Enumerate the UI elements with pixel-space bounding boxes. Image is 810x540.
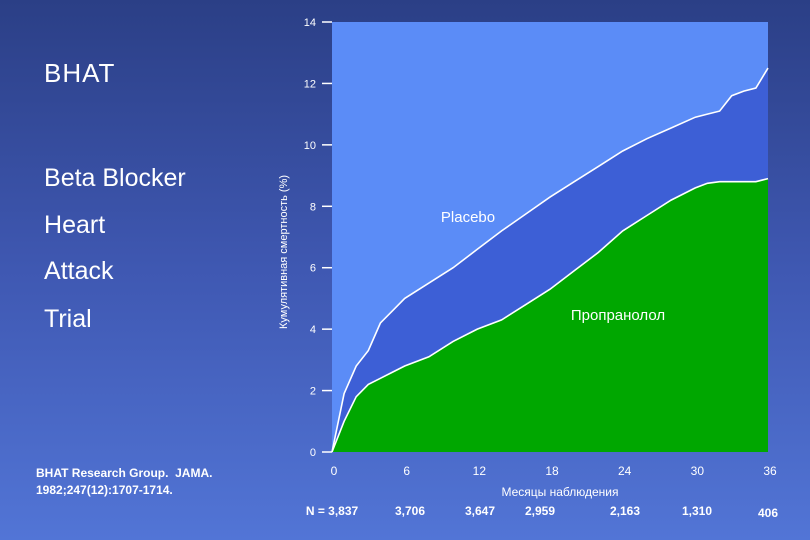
- acronym-rest: eart: [62, 211, 106, 239]
- slide-title: BHAT: [44, 58, 116, 88]
- y-tick-label: 4: [310, 324, 316, 336]
- y-tick-label: 12: [304, 78, 316, 90]
- x-tick-label: 36: [763, 464, 777, 478]
- acronym-rest: rial: [58, 305, 92, 333]
- y-tick-label: 6: [310, 263, 316, 275]
- y-tick-label: 2: [310, 386, 316, 398]
- x-axis-title: Месяцы наблюдения: [501, 485, 618, 499]
- x-tick-label: 6: [403, 464, 410, 478]
- series-area-propranolol: [332, 178, 768, 452]
- n-at-risk-label: 1,310: [682, 504, 712, 518]
- x-tick-label: 0: [331, 464, 338, 478]
- n-at-risk-label: 406: [758, 506, 778, 520]
- acronym-rest: eta Blocker: [60, 164, 186, 192]
- acronym-line-trial: Trial: [44, 305, 92, 334]
- n-at-risk-label: 3,647: [465, 504, 495, 518]
- n-at-risk-label: 2,959: [525, 504, 555, 518]
- series-line-placebo: [331, 67, 769, 453]
- citation-line-1: BHAT Research Group. JAMA.: [36, 466, 213, 480]
- y-tick-label: 14: [304, 17, 316, 29]
- acronym-initial: A: [44, 257, 61, 285]
- x-tick-label: 18: [545, 464, 559, 478]
- x-tick-label: 12: [473, 464, 487, 478]
- n-at-risk-label: N = 3,837: [306, 504, 359, 518]
- acronym-line-heart: Heart: [44, 211, 105, 240]
- acronym-line-attack: Attack: [44, 257, 113, 286]
- y-tick-label: 8: [310, 201, 316, 213]
- series-line-propranolol: [331, 177, 769, 453]
- citation: BHAT Research Group. JAMA. 1982;247(12):1…: [36, 465, 212, 499]
- y-tick-label: 10: [304, 140, 316, 152]
- x-tick-label: 24: [618, 464, 632, 478]
- acronym-initial: B: [44, 164, 61, 192]
- series-label-placebo: Placebo: [441, 209, 495, 226]
- acronym-initial: H: [44, 211, 63, 239]
- x-tick-label: 30: [691, 464, 705, 478]
- acronym-initial: T: [44, 305, 59, 333]
- series-label-propranolol: Пропранолол: [571, 307, 665, 324]
- acronym-rest: ttack: [60, 257, 114, 285]
- acronym-line-beta: Beta Blocker: [44, 164, 186, 193]
- y-axis-title: Кумулятивная смертность (%): [278, 175, 290, 329]
- n-at-risk-label: 3,706: [395, 504, 425, 518]
- y-tick-label: 0: [310, 447, 316, 459]
- citation-line-2: 1982;247(12):1707-1714.: [36, 483, 173, 497]
- n-at-risk-label: 2,163: [610, 504, 640, 518]
